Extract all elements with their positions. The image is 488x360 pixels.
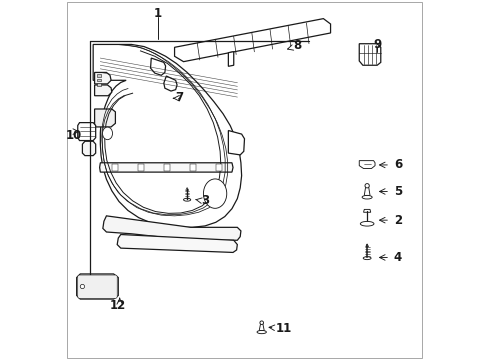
Ellipse shape	[257, 330, 266, 334]
FancyBboxPatch shape	[78, 275, 117, 298]
Text: 3: 3	[201, 194, 209, 207]
Ellipse shape	[363, 257, 370, 260]
Polygon shape	[228, 51, 233, 66]
Bar	[215, 164, 222, 171]
Bar	[138, 164, 144, 171]
Polygon shape	[228, 131, 244, 155]
Polygon shape	[259, 323, 264, 330]
Polygon shape	[363, 210, 370, 212]
Text: 6: 6	[393, 158, 401, 171]
Text: 4: 4	[393, 251, 401, 264]
Text: 9: 9	[372, 38, 381, 51]
Polygon shape	[94, 72, 111, 84]
Text: 8: 8	[293, 39, 301, 52]
Circle shape	[80, 284, 84, 289]
Polygon shape	[82, 141, 96, 156]
Text: 2: 2	[393, 214, 401, 227]
Bar	[97, 83, 101, 86]
Ellipse shape	[203, 179, 226, 208]
Polygon shape	[94, 109, 115, 127]
Polygon shape	[77, 274, 118, 299]
Circle shape	[260, 321, 263, 324]
Polygon shape	[185, 188, 188, 190]
Circle shape	[364, 184, 368, 188]
Polygon shape	[359, 161, 374, 168]
Text: 1: 1	[153, 7, 162, 20]
Bar	[97, 78, 101, 81]
Bar	[112, 164, 118, 171]
Text: 10: 10	[66, 129, 82, 142]
Polygon shape	[93, 44, 241, 227]
Polygon shape	[78, 123, 96, 140]
Text: 12: 12	[110, 299, 126, 312]
Polygon shape	[150, 58, 165, 75]
Ellipse shape	[183, 198, 190, 201]
Ellipse shape	[360, 221, 373, 226]
Polygon shape	[100, 163, 233, 172]
Polygon shape	[163, 76, 177, 91]
Text: 7: 7	[175, 91, 183, 104]
Polygon shape	[117, 234, 237, 252]
Polygon shape	[174, 19, 330, 62]
Bar	[163, 164, 170, 171]
Bar	[189, 164, 196, 171]
Text: 11: 11	[275, 322, 291, 335]
Polygon shape	[94, 85, 112, 96]
Polygon shape	[359, 44, 380, 65]
Polygon shape	[364, 186, 369, 195]
Text: 5: 5	[393, 185, 401, 198]
Ellipse shape	[362, 195, 371, 199]
Polygon shape	[102, 216, 241, 240]
Ellipse shape	[102, 127, 112, 140]
Polygon shape	[365, 244, 368, 247]
Bar	[97, 74, 101, 77]
